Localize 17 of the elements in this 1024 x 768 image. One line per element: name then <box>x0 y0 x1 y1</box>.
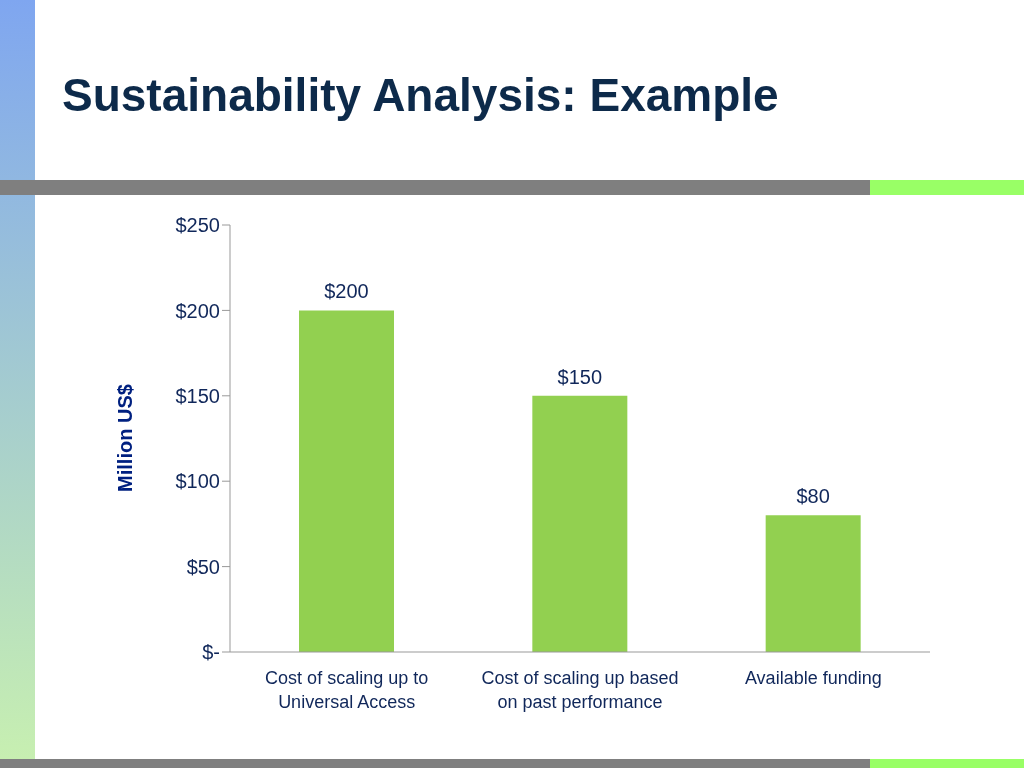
x-tick-label: Cost of scaling up to Universal Access <box>265 668 429 712</box>
y-tick-label: $50 <box>186 555 220 578</box>
y-tick-label: $250 <box>175 214 220 237</box>
chart-title: Sustainability Analysis: Example <box>62 68 779 122</box>
bar <box>299 310 394 652</box>
y-tick-label: $150 <box>175 384 220 407</box>
data-label: $200 <box>324 280 369 303</box>
x-tick-label: Available funding <box>744 668 882 689</box>
bar <box>765 515 861 652</box>
y-tick-label: $- <box>202 641 220 664</box>
y-tick-label: $200 <box>175 299 220 322</box>
y-axis-title: Million US$ <box>113 384 137 492</box>
y-tick-label: $100 <box>175 470 220 493</box>
data-label: $80 <box>796 485 830 508</box>
x-tick-label: Cost of scaling up based on past performance <box>481 668 679 712</box>
bar <box>532 395 628 652</box>
data-label: $150 <box>557 365 603 388</box>
